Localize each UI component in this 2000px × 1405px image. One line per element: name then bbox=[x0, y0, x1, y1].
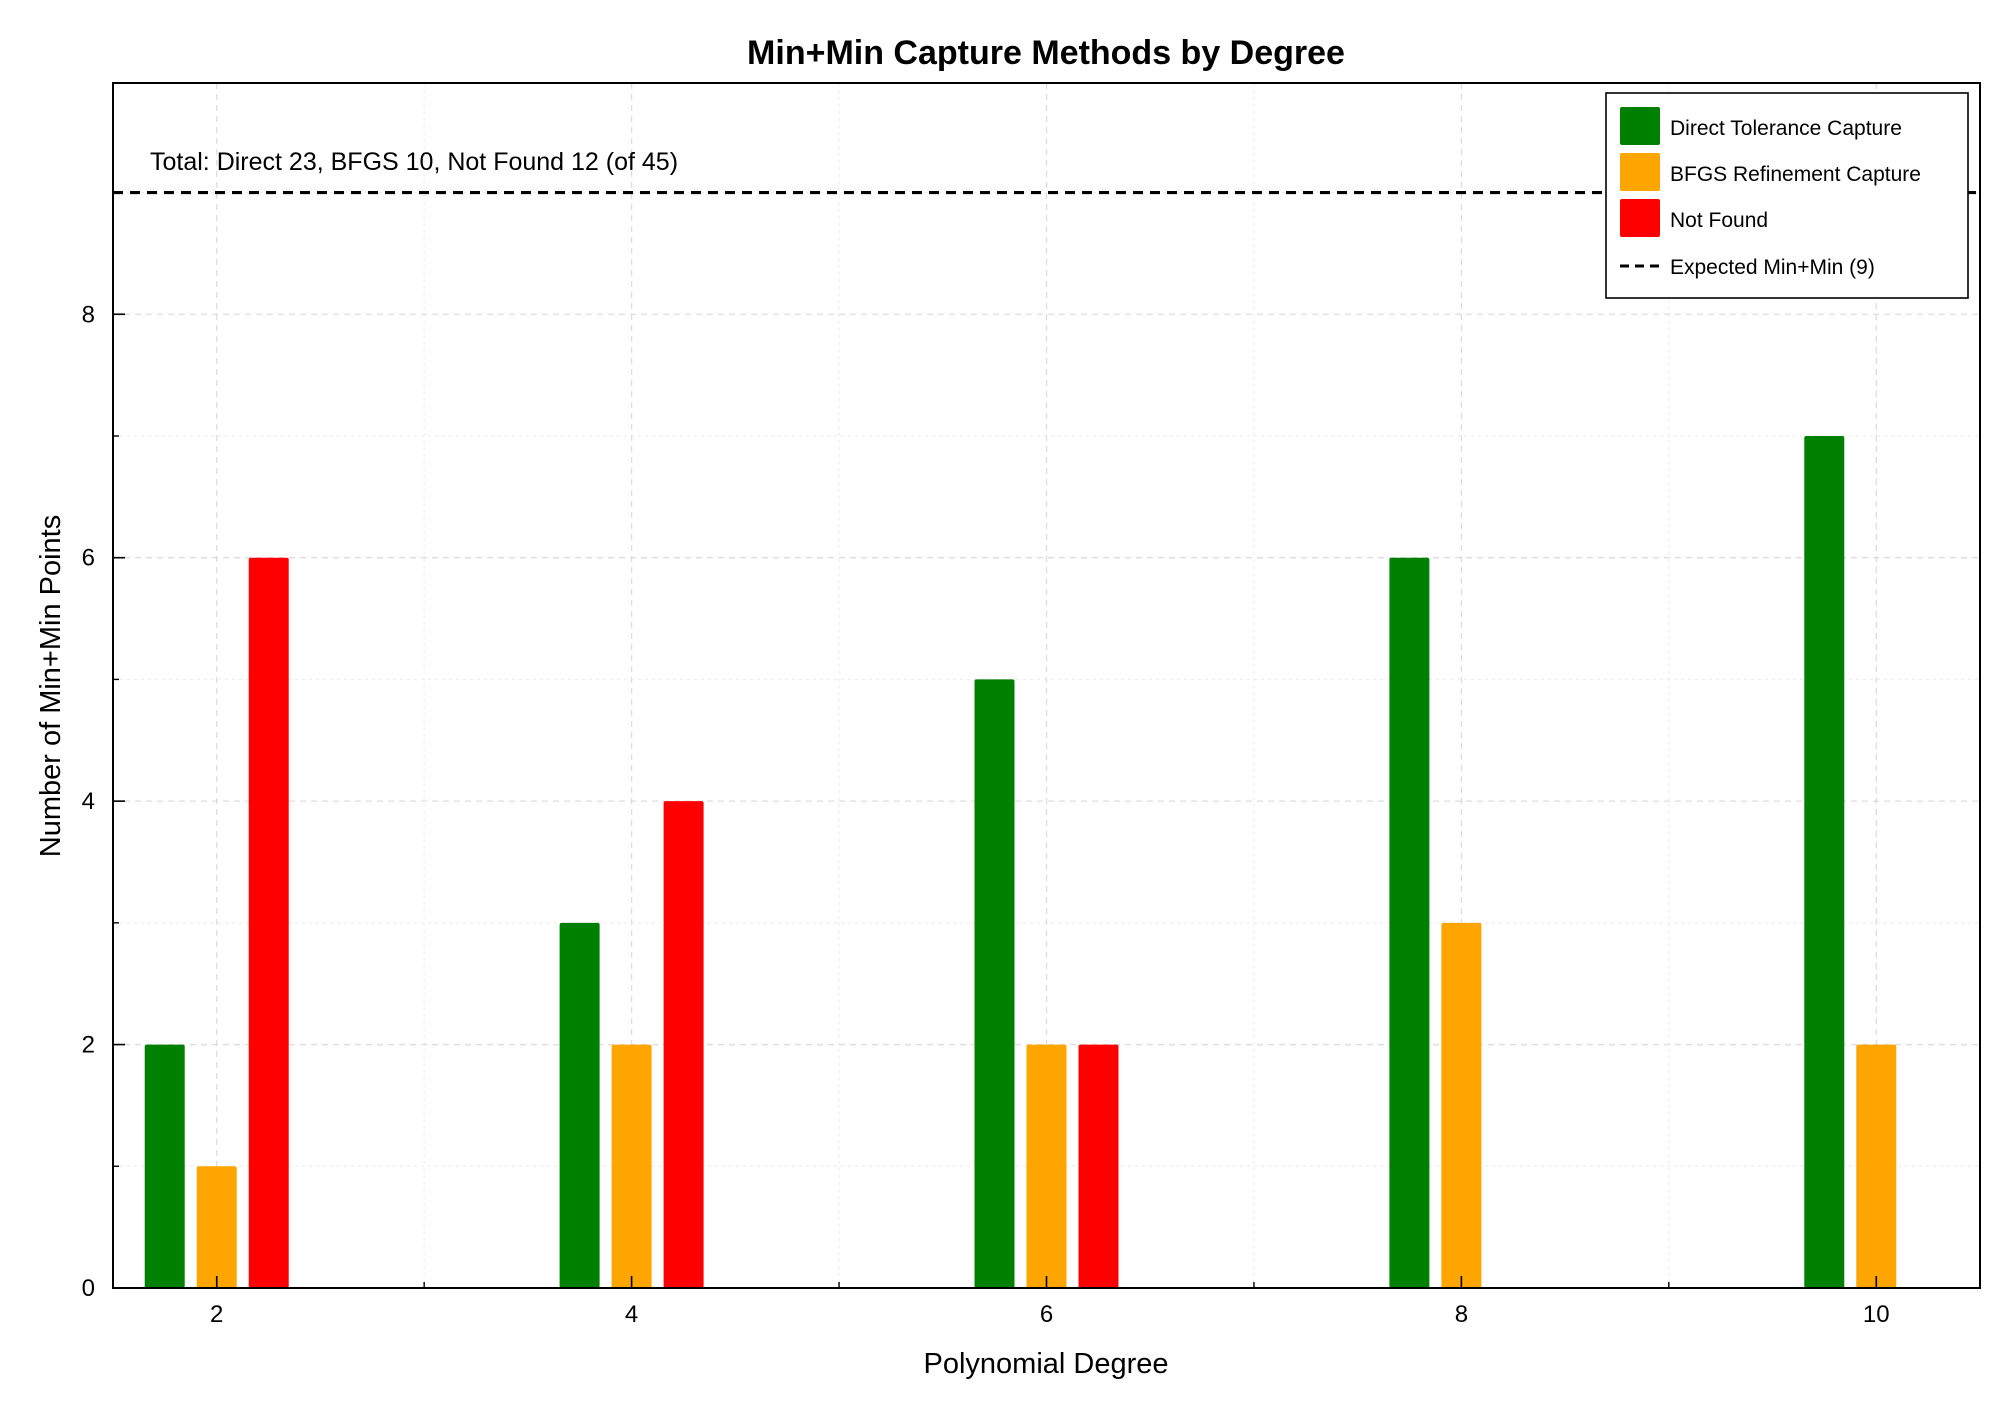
ticks-layer: 2 4 6 8 10 0 2 4 6 8 bbox=[82, 191, 1890, 1328]
bar-bfgs-refinement-capture-8 bbox=[1441, 922, 1482, 1288]
bar-not-found-4 bbox=[663, 801, 704, 1288]
bar-bfgs-refinement-capture-10 bbox=[1856, 1044, 1897, 1288]
x-tick-label: 4 bbox=[625, 1301, 638, 1328]
legend-label-not-found: Not Found bbox=[1670, 209, 1768, 232]
legend-swatch-bfgs bbox=[1620, 153, 1660, 191]
x-tick-label: 2 bbox=[210, 1301, 223, 1328]
bar-direct-tolerance-capture-4 bbox=[559, 922, 600, 1288]
bar-direct-tolerance-capture-8 bbox=[1389, 557, 1430, 1288]
legend-label-bfgs: BFGS Refinement Capture bbox=[1670, 163, 1921, 186]
chart-title: Min+Min Capture Methods by Degree bbox=[747, 34, 1345, 72]
bar-bfgs-refinement-capture-2 bbox=[196, 1166, 237, 1288]
legend-swatch-direct bbox=[1620, 107, 1660, 145]
x-tick-label: 6 bbox=[1040, 1301, 1053, 1328]
legend: Direct Tolerance Capture BFGS Refinement… bbox=[1605, 92, 1969, 299]
bar-direct-tolerance-capture-2 bbox=[144, 1044, 185, 1288]
y-tick-label: 6 bbox=[82, 545, 95, 572]
legend-box bbox=[1605, 92, 1969, 299]
x-tick-label: 10 bbox=[1863, 1301, 1890, 1328]
totals-annotation: Total: Direct 23, BFGS 10, Not Found 12 … bbox=[150, 148, 678, 176]
bar-not-found-6 bbox=[1078, 1044, 1119, 1288]
bar-not-found-2 bbox=[248, 557, 289, 1288]
y-tick-label: 0 bbox=[82, 1275, 95, 1302]
x-axis-label: Polynomial Degree bbox=[923, 1348, 1168, 1380]
bar-direct-tolerance-capture-6 bbox=[974, 679, 1015, 1288]
legend-swatch-not-found bbox=[1620, 199, 1660, 237]
y-tick-label: 4 bbox=[82, 788, 95, 815]
bar-bfgs-refinement-capture-6 bbox=[1026, 1044, 1067, 1288]
y-tick-label: 2 bbox=[82, 1032, 95, 1059]
legend-label-direct: Direct Tolerance Capture bbox=[1670, 117, 1902, 140]
legend-label-expected: Expected Min+Min (9) bbox=[1670, 256, 1875, 279]
x-tick-label: 8 bbox=[1455, 1301, 1468, 1328]
bar-direct-tolerance-capture-10 bbox=[1804, 435, 1845, 1288]
y-axis-label: Number of Min+Min Points bbox=[35, 515, 67, 858]
bars-layer bbox=[144, 435, 1897, 1288]
bar-bfgs-refinement-capture-4 bbox=[611, 1044, 652, 1288]
y-tick-label: 8 bbox=[82, 301, 95, 328]
